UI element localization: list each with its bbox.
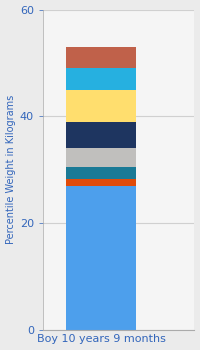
Y-axis label: Percentile Weight in Kilograms: Percentile Weight in Kilograms [6,95,16,244]
Bar [66,90,136,121]
Bar [66,68,136,90]
Bar [66,179,136,186]
Bar [66,167,136,179]
Bar [66,186,136,330]
Bar [66,47,136,68]
Bar [66,148,136,167]
Bar [66,121,136,148]
